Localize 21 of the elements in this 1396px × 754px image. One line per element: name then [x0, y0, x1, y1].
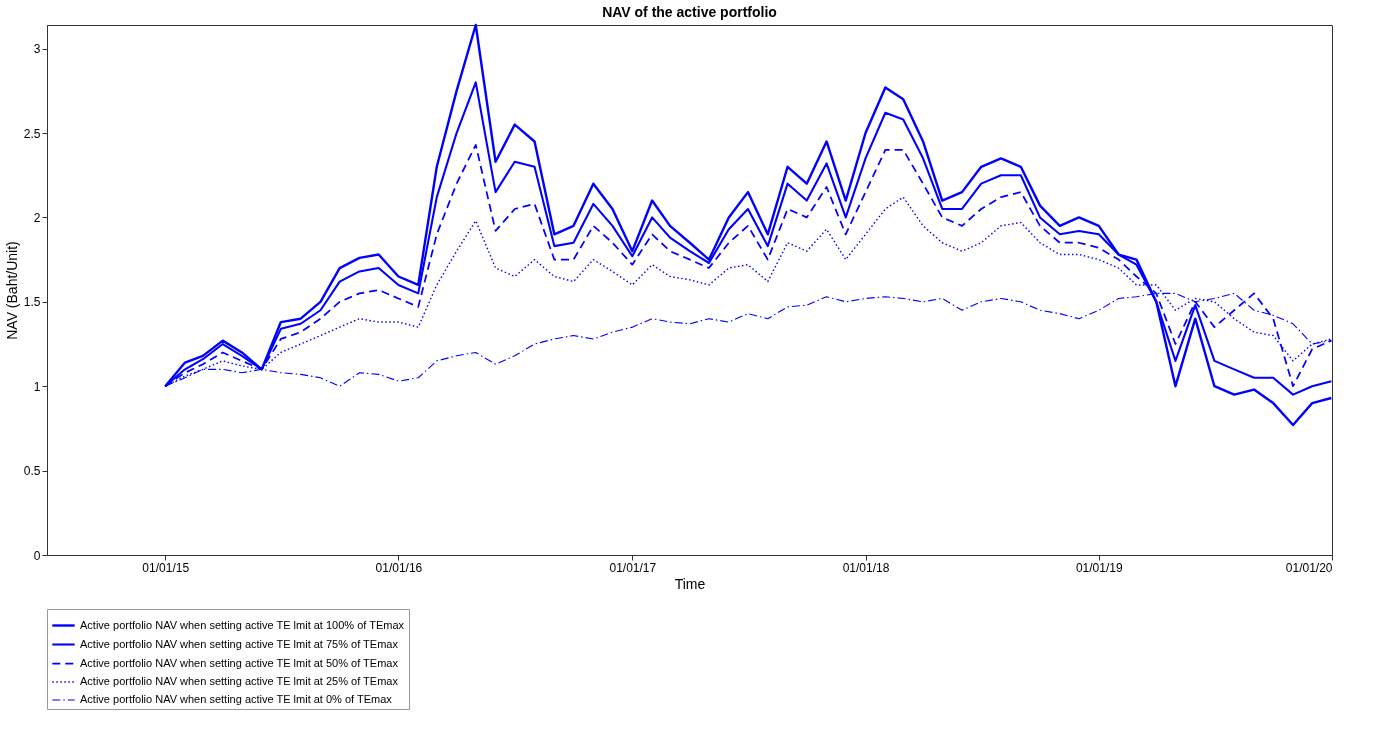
y-tick-label: 2.5 — [23, 126, 41, 141]
x-tick-label: 01/01/16 — [375, 560, 423, 575]
legend-label: Active portfolio NAV when setting active TE lmit at 0% of TEmax — [80, 693, 393, 705]
y-tick-label: 3 — [33, 42, 41, 57]
x-tick-label: 01/01/19 — [1075, 560, 1123, 575]
legend-label: Active portfolio NAV when setting active TE lmit at 100% of TEmax — [80, 618, 405, 631]
y-axis-title: NAV (Baht/Unit) — [3, 241, 20, 340]
x-tick-label: 01/01/17 — [609, 560, 657, 575]
legend-label: Active portfolio NAV when setting active TE lmit at 50% of TEmax — [80, 656, 399, 669]
y-tick-label: 0.5 — [23, 464, 41, 479]
x-tick-label: 01/01/15 — [142, 560, 190, 575]
y-tick-label: 2 — [33, 210, 41, 225]
y-tick-label: 1.5 — [23, 295, 41, 310]
x-axis-title: Time — [674, 575, 706, 592]
legend-label: Active portfolio NAV when setting active TE lmit at 25% of TEmax — [80, 675, 399, 687]
x-tick-label: 01/01/20 — [1285, 560, 1333, 575]
legend-label: Active portfolio NAV when setting active TE lmit at 75% of TEmax — [80, 637, 399, 650]
y-tick-label: 1 — [33, 379, 41, 394]
x-tick-label: 01/01/18 — [842, 560, 890, 575]
chart-title: NAV of the active portfolio — [602, 3, 777, 20]
y-tick-label: 0 — [33, 548, 41, 563]
